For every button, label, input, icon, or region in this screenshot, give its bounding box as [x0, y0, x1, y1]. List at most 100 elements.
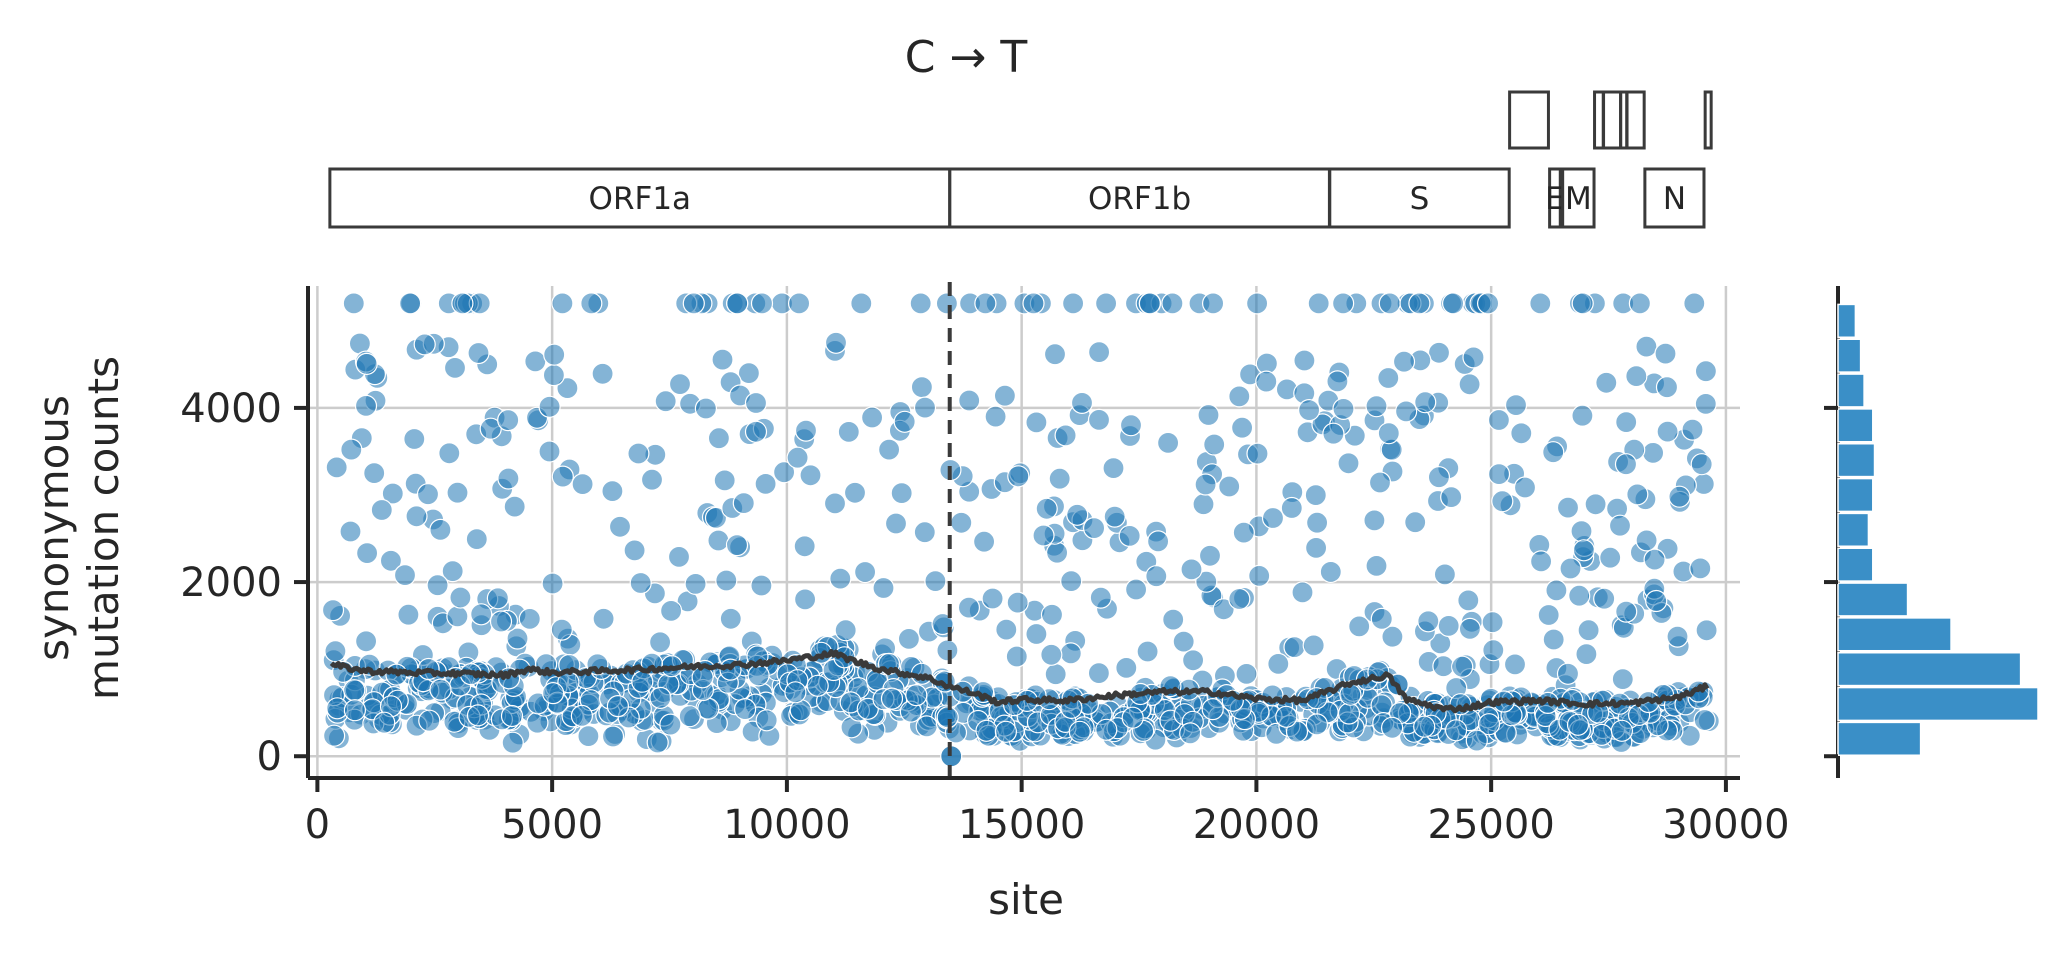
- y-axis-ticks: 0 2000 4000: [180, 386, 308, 780]
- scatter-point: [829, 567, 852, 590]
- scatter-point: [543, 343, 566, 366]
- scatter-point: [747, 664, 770, 687]
- scatter-point: [1635, 529, 1658, 552]
- scatter-point: [1476, 292, 1500, 315]
- y-tick-label: 0: [257, 734, 282, 780]
- scatter-point: [1201, 292, 1225, 315]
- scatter-point: [1381, 625, 1404, 648]
- scatter-point: [1559, 557, 1582, 580]
- scatter-point: [518, 607, 541, 631]
- histogram-bar: [1837, 303, 1857, 338]
- histogram-bar: [1837, 442, 1876, 478]
- histogram-bar: [1837, 373, 1865, 408]
- scatter-point: [1302, 634, 1325, 657]
- scatter-point: [1179, 722, 1202, 745]
- scatter-point: [794, 419, 818, 442]
- scatter-point: [627, 442, 650, 465]
- scatter-point: [1542, 628, 1565, 651]
- scatter-point: [601, 725, 625, 748]
- scatter-point: [1082, 516, 1106, 540]
- scatter-point: [950, 511, 973, 534]
- scatter-point: [1087, 661, 1111, 685]
- scatter-point: [601, 480, 624, 503]
- x-tick-label: 0: [305, 802, 330, 848]
- scatter-point: [1378, 292, 1401, 315]
- scatter-point: [339, 520, 362, 543]
- scatter-point: [506, 627, 529, 650]
- histogram-bar: [1837, 547, 1874, 582]
- scatter-point: [995, 618, 1018, 641]
- histogram-bar: [1837, 477, 1874, 513]
- scatter-point: [1365, 554, 1388, 578]
- scatter-point: [1322, 422, 1345, 445]
- scatter-point: [1145, 565, 1168, 588]
- scatter-point: [1192, 493, 1215, 516]
- scatter-point: [1568, 584, 1591, 607]
- scatter-point: [1694, 360, 1718, 383]
- scatter-point: [1608, 514, 1632, 537]
- scatter-point: [429, 678, 452, 701]
- scatter-point: [467, 341, 490, 365]
- scatter-point: [1628, 292, 1652, 315]
- scatter-point: [550, 618, 573, 641]
- scatter-point: [1641, 441, 1665, 464]
- scatter-point: [1477, 713, 1501, 736]
- scatter-point: [1556, 496, 1580, 519]
- scatter-point: [449, 586, 472, 609]
- scatter-point: [343, 699, 366, 722]
- scatter-point: [1503, 653, 1527, 676]
- y-axis-label-line-1: synonymous: [29, 395, 78, 661]
- scatter-point: [1195, 570, 1218, 593]
- scatter-point: [399, 292, 422, 315]
- scatter-point: [994, 720, 1018, 743]
- gene-box: [1643, 167, 1706, 229]
- scatter-point: [1566, 713, 1590, 736]
- scatter-point: [1161, 292, 1184, 315]
- scatter-point: [538, 440, 561, 463]
- scatter-point: [744, 420, 768, 443]
- scatter-point: [1363, 509, 1386, 532]
- scatter-point: [1044, 663, 1067, 686]
- scatter-point: [1481, 611, 1504, 634]
- scatter-point: [913, 396, 937, 419]
- histogram-bar: [1837, 582, 1909, 617]
- scatter-point: [737, 362, 761, 385]
- scatter-point: [707, 427, 731, 450]
- scatter-point: [325, 456, 348, 479]
- scatter-point: [707, 529, 730, 552]
- scatter-point: [1059, 642, 1082, 665]
- scatter-point: [1203, 433, 1226, 456]
- scatter-point: [373, 711, 396, 734]
- scatter-point: [936, 639, 959, 662]
- scatter-point: [935, 292, 959, 315]
- scatter-point: [1218, 475, 1241, 498]
- scatter-point: [1695, 619, 1718, 642]
- scatter-point: [1465, 729, 1488, 752]
- scatter-point: [524, 350, 547, 373]
- scatter-point: [1032, 524, 1055, 547]
- y-axis-label-line-2: mutation counts: [79, 356, 128, 700]
- scatter-point: [1457, 589, 1480, 612]
- scatter-point: [1626, 483, 1649, 506]
- scatter-point: [1593, 587, 1616, 610]
- scatter-point: [1614, 453, 1638, 476]
- scatter-point: [446, 605, 469, 628]
- scatter-point: [750, 574, 773, 597]
- scatter-point: [1201, 697, 1224, 721]
- scatter-point: [1487, 463, 1511, 486]
- scatter-point: [913, 521, 936, 544]
- scatter-point: [541, 681, 565, 705]
- scatter-point: [1246, 442, 1269, 465]
- chart-title: C → T: [905, 32, 1028, 83]
- scatter-point: [443, 356, 467, 379]
- scatter-point: [441, 559, 464, 583]
- scatter-point: [975, 719, 998, 742]
- scatter-point: [1656, 420, 1679, 443]
- scatter-point: [1577, 619, 1600, 642]
- scatter-point: [340, 438, 363, 461]
- scatter-point: [834, 619, 857, 642]
- scatter-point: [910, 376, 934, 399]
- scatter-point: [1668, 485, 1691, 508]
- scatter-point: [1444, 719, 1468, 742]
